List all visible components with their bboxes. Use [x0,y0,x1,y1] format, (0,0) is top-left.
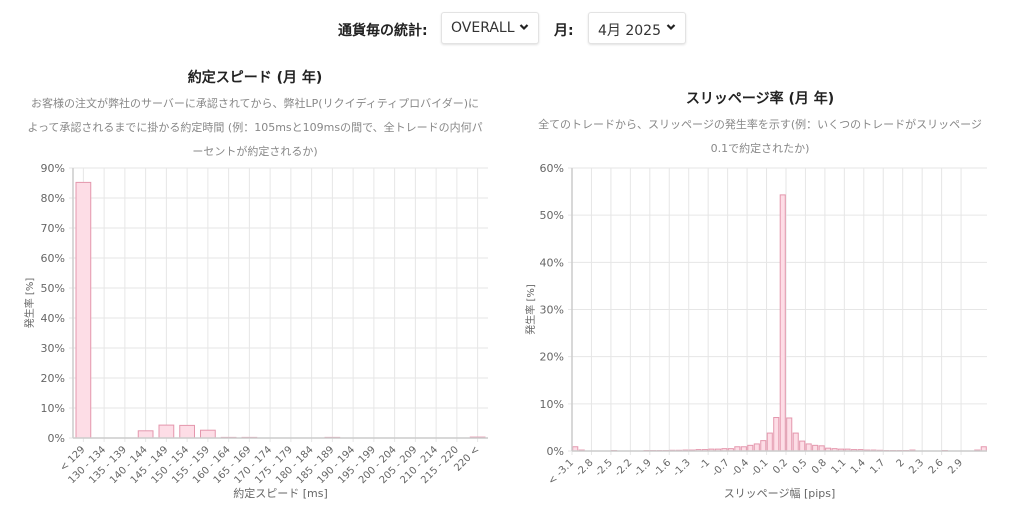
x-tick-label: -2.2 [613,457,635,479]
x-tick-label: 0.5 [791,457,810,476]
y-tick-label: 60% [41,252,65,265]
x-tick-label: 1.7 [868,457,887,476]
x-tick-label: -1.6 [652,457,674,479]
slippage-chart-description: 全てのトレードから、スリッページの発生率を示す(例：いくつのトレードがスリッペー… [520,113,1000,161]
histogram-bar[interactable] [158,424,175,439]
currency-select[interactable]: OVERALL [441,12,539,44]
y-tick-label: 20% [540,351,564,364]
histogram-bar[interactable] [75,181,92,439]
histogram-bar[interactable] [766,432,773,452]
x-axis-title: 約定スピード [ms] [233,486,328,500]
histogram-bar[interactable] [753,443,760,452]
histogram-bar[interactable] [137,430,154,439]
y-tick-label: 30% [41,342,65,355]
histogram-bar[interactable] [812,444,819,452]
y-tick-label: 50% [540,209,564,222]
month-select-value: 4月 2025 [598,23,661,39]
chevron-down-icon [666,24,676,31]
description-line: ーセントが約定されるか) [192,145,318,158]
histogram-bar[interactable] [747,444,754,452]
chevron-down-icon [519,24,529,31]
x-tick-label: -0.4 [730,457,752,479]
speed-chart-title: 約定スピード (月 年) [187,70,323,86]
x-tick-label: 2.9 [946,457,965,476]
histogram-bar[interactable] [799,440,806,452]
y-tick-label: 10% [41,402,65,415]
description-line: よって承認されるまでに掛かる約定時間 (例：105msと109msの間で、全トレ… [27,121,483,134]
histogram-bar[interactable] [779,194,786,452]
description-line: 0.1で約定されたか) [710,142,810,155]
x-tick-label: -1.3 [671,457,693,479]
description-line: 全てのトレードから、スリッページの発生率を示す(例：いくつのトレードがスリッペー… [538,118,982,131]
y-axis-title: 発生率 [%] [524,284,537,335]
histogram-bar[interactable] [760,440,767,452]
y-tick-label: 60% [540,162,564,175]
x-tick-label: 2.6 [927,457,946,476]
histogram-bar[interactable] [773,417,780,452]
y-tick-label: 0% [48,432,65,445]
y-tick-label: 50% [41,282,65,295]
x-tick-label: -2.5 [593,457,615,479]
month-filter-label: 月: [554,23,574,39]
x-tick-label: 0.2 [771,457,790,476]
histogram-bar[interactable] [805,443,812,452]
speed-chart-description: お客様の注文が弊社のサーバーに承認されてから、弊社LP(リクイディティプロバイダ… [20,92,490,164]
currency-filter-label: 通貨毎の統計: [338,23,428,39]
x-tick-label: -0.1 [749,457,771,479]
x-tick-label: < -3.1 [546,457,576,487]
y-tick-label: 10% [540,398,564,411]
y-axis-title: 発生率 [%] [23,278,36,329]
filter-bar: 通貨毎の統計: OVERALL 月: 4月 2025 [0,10,1024,48]
x-tick-label: 0.8 [810,457,829,476]
y-tick-label: 20% [41,372,65,385]
description-line: お客様の注文が弊社のサーバーに承認されてから、弊社LP(リクイディティプロバイダ… [30,97,480,110]
x-tick-label: 2.3 [907,457,926,476]
histogram-bar[interactable] [792,432,799,452]
slippage-chart-title: スリッページ率 (月 年) [685,91,835,107]
x-axis-title: スリッページ幅 [pips] [724,487,836,500]
histogram-bar[interactable] [179,424,195,439]
x-tick-label: 1.1 [829,457,848,476]
y-tick-label: 70% [41,222,65,235]
x-tick-label: -1.9 [632,457,654,479]
y-tick-label: 0% [547,445,564,458]
histogram-bar[interactable] [818,445,825,452]
y-tick-label: 40% [540,256,564,269]
y-tick-label: 80% [41,192,65,205]
y-tick-label: 30% [540,304,564,317]
currency-select-value: OVERALL [451,20,515,36]
histogram-bar[interactable] [200,429,216,439]
histogram-bar[interactable] [786,417,793,452]
y-tick-label: 90% [41,162,65,175]
slippage-histogram-chart: 0%10%20%30%40%50%60%< -3.1-2.8-2.5-2.2-1… [524,162,987,500]
month-select[interactable]: 4月 2025 [588,12,686,44]
x-tick-label: 2 [895,457,907,469]
x-tick-label: -0.7 [710,457,732,479]
x-tick-label: 1.4 [849,457,868,476]
x-tick-label: -2.8 [574,457,596,479]
y-tick-label: 40% [41,312,65,325]
